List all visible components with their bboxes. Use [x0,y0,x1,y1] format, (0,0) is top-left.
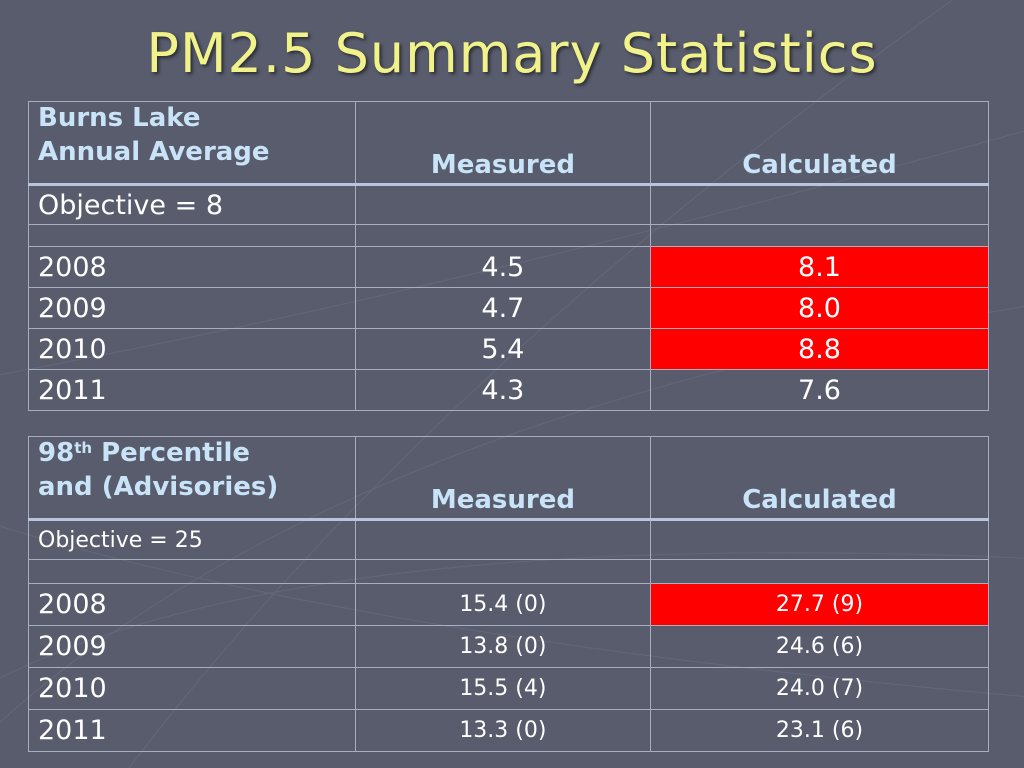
slide-title: PM2.5 Summary Statistics [146,22,878,85]
calculated-cell: 8.8 [650,328,989,370]
table-row: 2010 15.5 (4) 24.0 (7) [28,667,989,710]
table-row: 2011 4.3 7.6 [28,369,989,411]
header-station-cell: Burns Lake Annual Average [28,101,356,186]
measured-cell: 4.5 [354,246,652,288]
header-superscript: th [74,439,93,457]
calculated-cell: 7.6 [650,369,989,411]
measured-cell: 15.4 (0) [354,583,652,626]
year-cell: 2008 [28,246,356,288]
header-calculated: Calculated [650,436,989,521]
year-cell: 2011 [28,709,356,752]
spacer-row [28,559,989,584]
calculated-cell: 24.6 (6) [650,625,989,668]
calculated-cell: 24.0 (7) [650,667,989,710]
year-cell: 2010 [28,328,356,370]
calculated-cell: 27.7 (9) [650,583,989,626]
year-cell: 2009 [28,625,356,668]
table-row: 2008 4.5 8.1 [28,246,989,288]
header-number: 98 [38,438,75,468]
calculated-cell: 8.0 [650,287,989,329]
header-line1-rest: Percentile [92,438,251,468]
table-row: 2011 13.3 (0) 23.1 (6) [28,709,989,752]
objective-row: Objective = 25 [28,519,989,560]
percentile-table: 98th Percentile and (Advisories) Measured… [28,436,989,752]
measured-cell: 13.3 (0) [354,709,652,752]
empty-cell [650,224,989,247]
empty-cell [354,184,652,225]
year-cell: 2011 [28,369,356,411]
annual-average-table: Burns Lake Annual Average Measured Calcul… [28,101,989,411]
empty-cell [650,519,989,560]
header-measured: Measured [354,436,652,521]
measured-cell: 5.4 [354,328,652,370]
table-row: 2008 15.4 (0) 27.7 (9) [28,583,989,626]
table-header-row: Burns Lake Annual Average Measured Calcul… [28,101,989,186]
table-row: 2010 5.4 8.8 [28,328,989,370]
table-row: 2009 13.8 (0) 24.6 (6) [28,625,989,668]
spacer-row [28,224,989,247]
header-line2: Annual Average [38,136,270,167]
empty-cell [28,559,356,584]
measured-cell: 15.5 (4) [354,667,652,710]
objective-label: Objective = 25 [28,519,356,560]
header-line2: and (Advisories) [38,471,279,502]
measured-cell: 4.7 [354,287,652,329]
measured-cell: 4.3 [354,369,652,411]
empty-cell [354,559,652,584]
year-cell: 2009 [28,287,356,329]
objective-label: Objective = 8 [28,184,356,225]
empty-cell [650,184,989,225]
empty-cell [354,224,652,247]
calculated-cell: 8.1 [650,246,989,288]
year-cell: 2010 [28,667,356,710]
empty-cell [650,559,989,584]
year-cell: 2008 [28,583,356,626]
empty-cell [28,224,356,247]
header-measured: Measured [354,101,652,186]
header-calculated: Calculated [650,101,989,186]
table-row: 2009 4.7 8.0 [28,287,989,329]
header-percentile-cell: 98th Percentile and (Advisories) [28,436,356,521]
empty-cell [354,519,652,560]
measured-cell: 13.8 (0) [354,625,652,668]
header-line1: Burns Lake [38,103,201,133]
calculated-cell: 23.1 (6) [650,709,989,752]
objective-row: Objective = 8 [28,184,989,225]
table-header-row: 98th Percentile and (Advisories) Measured… [28,436,989,521]
